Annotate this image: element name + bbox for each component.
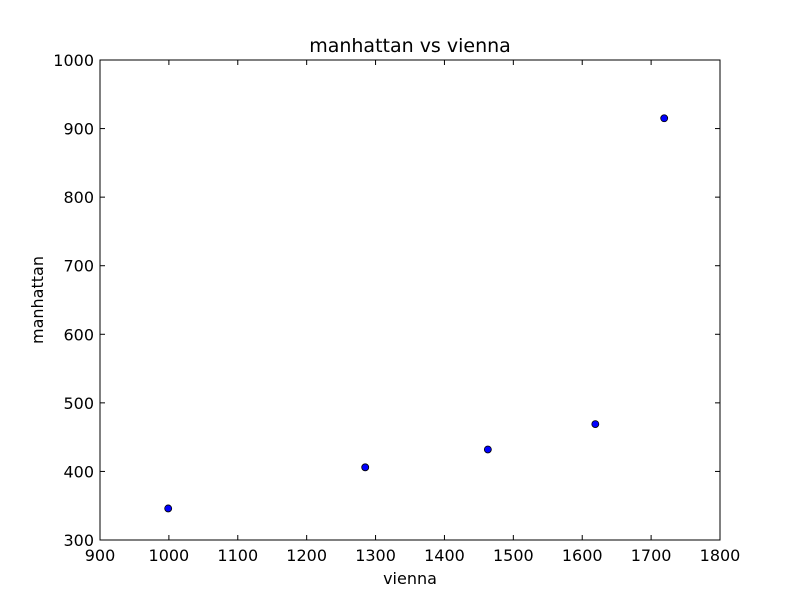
x-axis-title: vienna [383, 569, 437, 588]
chart-title: manhattan vs vienna [309, 35, 511, 57]
data-point [483, 445, 492, 454]
x-tick-label: 1400 [424, 546, 465, 565]
x-tick-label: 1600 [562, 546, 603, 565]
y-tick-label: 500 [63, 394, 94, 413]
x-tick-label: 1100 [217, 546, 258, 565]
y-tick-label: 900 [63, 120, 94, 139]
x-tick-label: 1300 [355, 546, 396, 565]
x-tick-label: 1500 [493, 546, 534, 565]
plot-area-frame [99, 59, 721, 541]
y-tick-label: 300 [63, 531, 94, 550]
data-points [164, 114, 669, 513]
x-tick-label: 1200 [286, 546, 327, 565]
x-tick-label: 900 [85, 546, 116, 565]
y-tick-label: 600 [63, 325, 94, 344]
x-axis-ticks: 900 1000 1100 1200 1300 1400 1500 1600 1700 1800 [85, 60, 741, 565]
data-point [660, 114, 669, 123]
y-tick-label: 400 [63, 462, 94, 481]
data-point [361, 463, 370, 472]
y-axis-title: manhattan [28, 256, 47, 344]
data-point [164, 504, 173, 513]
y-tick-label: 800 [63, 188, 94, 207]
y-axis-ticks: 300 400 500 600 700 800 900 1000 [53, 51, 720, 550]
data-point [591, 420, 600, 429]
y-tick-label: 700 [63, 257, 94, 276]
y-tick-label: 1000 [53, 51, 94, 70]
x-tick-label: 1000 [149, 546, 190, 565]
x-tick-label: 1700 [631, 546, 672, 565]
x-tick-label: 1800 [700, 546, 741, 565]
